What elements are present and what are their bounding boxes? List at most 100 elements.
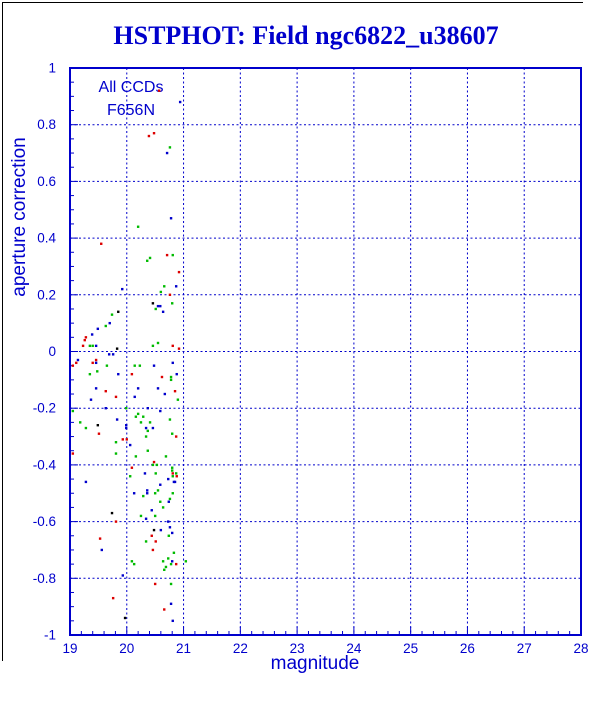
data-point-chip-black (151, 302, 155, 305)
data-point-chip-red (153, 582, 157, 586)
data-point-chip-green (88, 344, 92, 348)
data-point-chip-red (98, 537, 102, 540)
data-point-chip-green (171, 475, 174, 478)
data-point-chip-blue (178, 100, 182, 104)
data-point-chip-green (104, 324, 107, 328)
y-tick-label: -0.2 (33, 401, 56, 416)
data-point-chip-green (163, 568, 166, 571)
data-point-chip-blue (96, 327, 100, 331)
data-point-chip-red (104, 389, 107, 393)
data-point-chip-green (128, 475, 132, 478)
data-point-chip-red (154, 540, 157, 543)
data-point-chip-blue (143, 472, 147, 475)
data-point-chip-green (155, 463, 159, 467)
data-point-chip-green (169, 375, 173, 379)
data-point-chip-green (125, 407, 128, 410)
data-point-chip-red (130, 466, 134, 469)
data-point-chip-blue (150, 509, 153, 512)
data-point-chip-red (111, 596, 115, 600)
data-point-chip-green (169, 582, 173, 586)
y-tick-label: 0.8 (37, 117, 56, 132)
data-point-chip-blue (146, 407, 149, 410)
y-tick-label: 0.2 (37, 287, 56, 302)
data-point-chip-green (139, 514, 143, 518)
data-point-chip-blue (107, 353, 111, 356)
data-point-chip-green (114, 441, 118, 444)
data-point-chip-red (84, 336, 88, 339)
plot-annotation: All CCDs F656N (94, 76, 168, 122)
data-point-chip-blue (159, 409, 162, 413)
annotation-ccds: All CCDs (98, 79, 164, 96)
data-point-chip-green (146, 259, 149, 262)
data-point-chip-blue (146, 489, 149, 492)
data-point-chip-blue (169, 217, 173, 220)
data-point-chip-green (169, 562, 173, 566)
page-title: HSTPHOT: Field ngc6822_u38607 (113, 21, 499, 50)
x-tick-label: 28 (573, 641, 588, 656)
data-point-chip-blue (167, 477, 170, 481)
data-point-chip-blue (156, 387, 160, 390)
data-point-chip-green (169, 378, 173, 382)
data-point-chip-green (167, 557, 170, 560)
y-tick-label: 0.6 (37, 174, 56, 189)
data-point-chip-green (146, 449, 149, 452)
data-point-chip-blue (171, 531, 174, 535)
data-point-chip-blue (136, 387, 140, 390)
window-border-top (2, 2, 583, 3)
data-point-chip-blue (94, 361, 98, 365)
data-point-chip-green (134, 455, 138, 458)
data-point-chip-green (133, 364, 136, 367)
data-point-chip-green (84, 426, 88, 430)
data-point-chip-green (71, 409, 75, 413)
data-point-chip-green (171, 253, 174, 257)
y-tick-label: -0.8 (33, 571, 56, 586)
data-point-chip-red (157, 89, 161, 92)
data-point-chip-green (159, 290, 163, 294)
data-point-chip-blue (159, 528, 163, 532)
data-point-chip-blue (161, 310, 165, 314)
data-point-chip-red (91, 361, 94, 365)
data-point-chip-green (148, 256, 152, 260)
data-point-chip-blue (125, 426, 128, 430)
data-point-chip-blue (104, 407, 107, 410)
data-point-chip-green (171, 302, 174, 305)
data-point-chip-green (148, 421, 152, 424)
data-point-chip-blue (146, 492, 149, 495)
window-border-left (2, 2, 3, 661)
data-point-chip-green (171, 469, 174, 472)
data-point-chip-green (161, 560, 165, 563)
data-point-chip-red (71, 364, 75, 367)
data-point-chip-red (160, 375, 164, 379)
data-point-chip-green (171, 466, 174, 469)
y-tick-label: 1 (48, 61, 56, 76)
data-point-chip-red (100, 242, 103, 245)
data-point-chip-blue (144, 517, 148, 520)
data-point-chip-red (163, 608, 166, 611)
data-point-chip-red (171, 344, 174, 348)
data-point-chip-black (115, 347, 119, 350)
data-point-chip-blue (174, 285, 178, 288)
data-point-chip-red (147, 134, 151, 138)
data-point-chip-green (138, 364, 142, 367)
data-point-chip-green (134, 415, 138, 418)
data-point-chip-red (97, 432, 101, 435)
y-tick-label: -0.6 (33, 514, 56, 529)
data-point-chip-red (152, 132, 156, 135)
data-point-chip-green (172, 551, 176, 554)
y-tick-label: 0 (48, 344, 56, 359)
data-point-chip-blue (144, 426, 148, 430)
data-point-chip-green (154, 307, 157, 311)
data-point-chip-green (176, 398, 180, 401)
data-point-chip-black (152, 528, 156, 532)
data-point-chip-green (91, 344, 94, 348)
data-point-chip-green (168, 497, 172, 501)
data-point-chip-red (174, 435, 178, 438)
data-point-chip-blue (165, 151, 169, 155)
data-point-chip-blue (171, 619, 174, 623)
data-point-chip-green (130, 560, 134, 563)
x-tick-label: 26 (460, 641, 475, 656)
data-point-chip-green (136, 412, 140, 416)
data-point-chip-blue (84, 480, 88, 484)
